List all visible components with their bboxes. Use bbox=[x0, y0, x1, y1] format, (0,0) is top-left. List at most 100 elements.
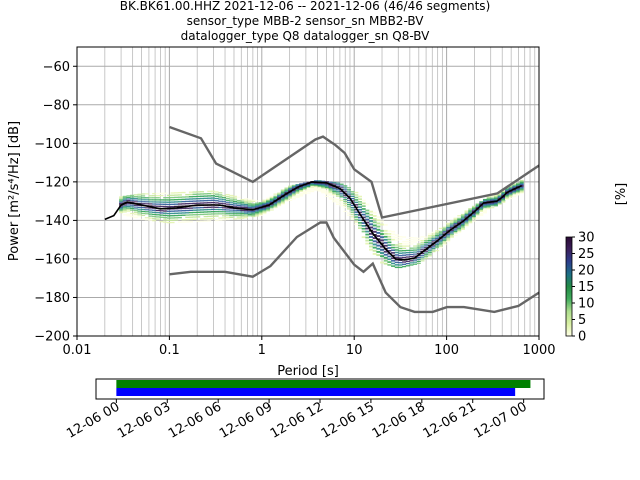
psd-heatmap-cell bbox=[310, 182, 315, 184]
psd-heatmap-cell bbox=[350, 200, 355, 202]
psd-heatmap-cell bbox=[313, 185, 318, 188]
psd-heatmap-cell bbox=[199, 195, 204, 197]
psd-heatmap-cell bbox=[148, 219, 153, 221]
psd-heatmap-cell bbox=[218, 200, 223, 202]
psd-heatmap-cell bbox=[424, 238, 429, 240]
psd-heatmap-cell bbox=[394, 264, 399, 266]
psd-heatmap-cell bbox=[383, 259, 388, 262]
psd-heatmap-cell bbox=[343, 210, 348, 212]
psd-heatmap-cell bbox=[269, 204, 274, 206]
psd-heatmap-cell bbox=[229, 209, 234, 211]
psd-heatmap-cell bbox=[266, 209, 271, 211]
psd-heatmap-cell bbox=[438, 244, 443, 246]
psd-heatmap-cell bbox=[273, 207, 278, 209]
psd-heatmap-cell bbox=[427, 238, 432, 240]
psd-heatmap-cell bbox=[137, 197, 142, 199]
psd-heatmap-cell bbox=[372, 227, 377, 230]
psd-heatmap-cell bbox=[196, 198, 201, 200]
psd-heatmap-cell bbox=[431, 250, 436, 253]
psd-heatmap-cell bbox=[339, 196, 344, 198]
psd-heatmap-cell bbox=[229, 198, 234, 200]
psd-heatmap-cell bbox=[453, 232, 458, 234]
psd-heatmap-cell bbox=[457, 225, 462, 227]
psd-heatmap-cell bbox=[203, 211, 208, 213]
psd-heatmap-cell bbox=[383, 253, 388, 256]
psd-heatmap-cell bbox=[321, 180, 326, 182]
psd-heatmap-cell bbox=[369, 220, 374, 223]
psd-heatmap-cell bbox=[159, 203, 164, 205]
psd-heatmap-cell bbox=[420, 245, 425, 247]
psd-heatmap-cell bbox=[354, 218, 359, 221]
psd-heatmap-cell bbox=[328, 182, 333, 185]
psd-heatmap-cell bbox=[464, 223, 469, 225]
psd-heatmap-cell bbox=[387, 241, 392, 244]
psd-heatmap-cell bbox=[464, 215, 469, 217]
psd-heatmap-cell bbox=[468, 210, 473, 212]
psd-heatmap-cell bbox=[170, 205, 175, 208]
psd-heatmap-cell bbox=[262, 204, 267, 207]
psd-heatmap-cell bbox=[229, 194, 234, 197]
psd-heatmap-cell bbox=[163, 197, 168, 199]
psd-heatmap-cell bbox=[376, 228, 381, 231]
psd-heatmap-cell bbox=[383, 238, 388, 241]
psd-heatmap-cell bbox=[141, 199, 146, 201]
psd-heatmap-cell bbox=[214, 191, 219, 193]
psd-heatmap-cell bbox=[133, 197, 138, 199]
psd-heatmap-cell bbox=[262, 209, 267, 211]
psd-heatmap-cell bbox=[398, 254, 403, 257]
psd-heatmap-cell bbox=[442, 229, 447, 231]
psd-heatmap-cell bbox=[383, 244, 388, 247]
psd-heatmap-cell bbox=[221, 219, 226, 221]
psd-heatmap-cell bbox=[335, 193, 340, 196]
psd-heatmap-cell bbox=[519, 183, 524, 185]
psd-heatmap-cell bbox=[152, 217, 157, 220]
psd-heatmap-cell bbox=[369, 223, 374, 226]
psd-heatmap-cell bbox=[350, 207, 355, 209]
psd-heatmap-cell bbox=[380, 245, 385, 248]
psd-heatmap-cell bbox=[394, 259, 399, 261]
psd-heatmap-cell bbox=[152, 197, 157, 199]
psd-heatmap-cell bbox=[471, 215, 476, 218]
y-tick-label: −140 bbox=[34, 214, 70, 229]
psd-heatmap-cell bbox=[321, 191, 326, 193]
psd-heatmap-cell bbox=[144, 201, 149, 203]
psd-heatmap-cell bbox=[497, 192, 502, 195]
psd-heatmap-cell bbox=[299, 186, 304, 188]
psd-heatmap-cell bbox=[457, 221, 462, 223]
psd-heatmap-cell bbox=[273, 203, 278, 205]
psd-heatmap-cell bbox=[464, 219, 469, 222]
psd-heatmap-cell bbox=[501, 193, 506, 196]
psd-heatmap-cell bbox=[424, 243, 429, 245]
psd-heatmap-cell bbox=[170, 201, 175, 203]
psd-heatmap-cell bbox=[225, 195, 230, 198]
psd-heatmap-cell bbox=[482, 205, 487, 207]
psd-heatmap-cell bbox=[141, 203, 146, 205]
psd-heatmap-cell bbox=[324, 191, 329, 193]
psd-heatmap-cell bbox=[255, 215, 260, 217]
psd-heatmap-cell bbox=[247, 204, 252, 206]
psd-heatmap-cell bbox=[207, 206, 212, 208]
psd-heatmap-cell bbox=[446, 229, 451, 231]
psd-heatmap-cell bbox=[505, 193, 510, 196]
psd-heatmap-cell bbox=[369, 239, 374, 242]
psd-heatmap-cell bbox=[269, 196, 274, 198]
psd-heatmap-cell bbox=[505, 197, 510, 200]
psd-heatmap-cell bbox=[236, 211, 241, 213]
psd-heatmap-cell bbox=[376, 241, 381, 244]
psd-heatmap-cell bbox=[233, 213, 238, 215]
psd-heatmap-cell bbox=[486, 199, 491, 201]
psd-heatmap-cell bbox=[130, 194, 135, 196]
psd-heatmap-cell bbox=[387, 230, 392, 232]
psd-heatmap-cell bbox=[519, 180, 524, 183]
psd-heatmap-cell bbox=[409, 241, 414, 243]
psd-heatmap-cell bbox=[505, 198, 510, 201]
psd-heatmap-cell bbox=[159, 216, 164, 218]
psd-heatmap-cell bbox=[133, 201, 138, 203]
psd-heatmap-cell bbox=[119, 196, 124, 198]
psd-heatmap-cell bbox=[277, 196, 282, 199]
psd-heatmap-cell bbox=[486, 207, 491, 209]
psd-heatmap-cell bbox=[332, 187, 337, 190]
coverage-tick-label: 12-06 09 bbox=[217, 399, 275, 441]
psd-heatmap-cell bbox=[449, 236, 454, 238]
psd-heatmap-cell bbox=[284, 196, 289, 198]
